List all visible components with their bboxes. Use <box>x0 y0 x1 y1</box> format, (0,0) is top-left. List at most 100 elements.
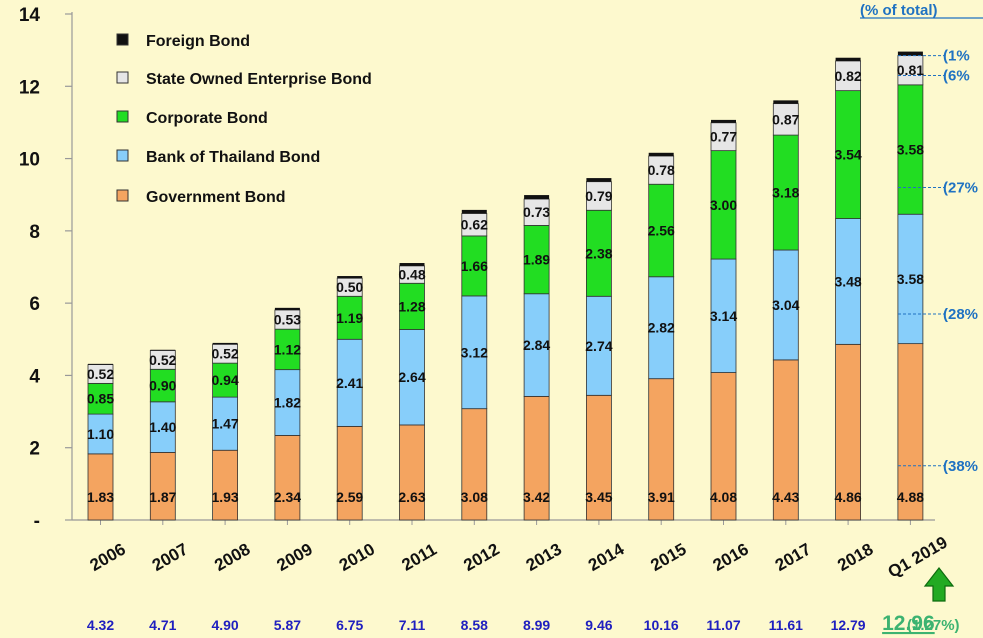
x-tick-label: 2017 <box>772 540 814 575</box>
bar-segment-corporate-bond <box>336 295 363 340</box>
total-value: 8.58 <box>461 617 488 633</box>
bar-segment-bank-of-thailand-bond <box>336 338 363 427</box>
bar-value-label: 2.34 <box>274 489 301 505</box>
bar-segment-bank-of-thailand-bond <box>274 369 301 436</box>
legend-label: Corporate Bond <box>146 110 268 127</box>
bar-segment-government-bond <box>523 395 550 521</box>
bar-segment-corporate-bond <box>399 282 425 330</box>
x-tick-label: 2007 <box>149 540 191 575</box>
total-value: 4.71 <box>149 617 176 633</box>
bar-value-label: 4.43 <box>772 489 799 505</box>
bar-value-label: 3.48 <box>834 273 861 289</box>
bar-value-label: 2.38 <box>585 245 612 261</box>
bar-value-label: 0.94 <box>211 372 238 388</box>
bar-value-label: 1.83 <box>87 489 114 505</box>
share-label: (27% <box>943 179 978 196</box>
bar-value-label: 0.82 <box>834 68 861 84</box>
total-value: 8.99 <box>523 617 550 633</box>
bar-value-label: 0.52 <box>211 346 238 362</box>
bar-value-label: 3.58 <box>897 142 924 158</box>
bar-value-label: 0.79 <box>585 188 612 204</box>
bar-segment-bank-of-thailand-bond <box>897 213 924 345</box>
bar-segment-foreign-bond <box>773 100 799 104</box>
bar-segment-government-bond <box>835 343 861 521</box>
bar-segment-bank-of-thailand-bond <box>772 249 799 361</box>
x-tick-label: 2010 <box>336 540 378 575</box>
total-value: 4.32 <box>87 617 114 633</box>
x-tick-label: 2013 <box>523 540 565 575</box>
bar-value-label: 3.42 <box>523 489 550 505</box>
latest-total: 12.96 <box>882 612 935 635</box>
bar-value-label: 0.81 <box>897 62 924 78</box>
bar-segment-foreign-bond <box>337 276 363 279</box>
y-tick-label: 10 <box>19 150 40 171</box>
share-header: (% of total) <box>860 2 937 19</box>
total-value: 6.75 <box>336 617 363 633</box>
bar-value-label: 0.50 <box>336 279 363 295</box>
bar-segment-government-bond <box>648 378 675 521</box>
bar-value-label: 3.00 <box>710 197 737 213</box>
bar-segment-foreign-bond <box>461 209 487 214</box>
x-tick-label: 2016 <box>710 540 752 575</box>
x-tick-label: 2008 <box>211 540 253 575</box>
bar-segment-bank-of-thailand-bond <box>648 276 675 380</box>
bar-segment-bank-of-thailand-bond <box>523 293 550 397</box>
y-tick-label: 8 <box>29 222 40 243</box>
total-value: 5.87 <box>274 617 301 633</box>
bar-segment-foreign-bond <box>524 195 550 200</box>
bar-value-label: 2.84 <box>523 337 550 353</box>
bar-value-label: 0.52 <box>87 366 114 382</box>
bar-value-label: 0.85 <box>87 391 114 407</box>
bar-segment-foreign-bond <box>897 51 923 56</box>
bar-value-label: 4.08 <box>710 489 737 505</box>
total-value: 7.11 <box>399 617 426 633</box>
growth-label: (1.27%) <box>907 617 960 634</box>
up-arrow-icon <box>923 567 955 602</box>
bar-segment-corporate-bond <box>835 90 861 219</box>
bar-value-label: 3.54 <box>834 147 861 163</box>
x-tick-label: 2009 <box>274 540 316 575</box>
y-tick-label: 12 <box>19 77 40 98</box>
bar-segment-corporate-bond <box>897 84 924 215</box>
bar-segment-corporate-bond <box>586 209 612 297</box>
bar-segment-corporate-bond <box>772 134 799 251</box>
bar-value-label: 0.78 <box>648 162 675 178</box>
total-value: 11.07 <box>706 617 740 633</box>
bar-value-label: 2.63 <box>398 489 425 505</box>
legend-label: Bank of Thailand Bond <box>146 149 320 166</box>
bar-value-label: 0.73 <box>523 204 550 220</box>
share-label: (1% <box>943 48 970 65</box>
legend: Foreign Bond State Owned Enterprise Bond C… <box>116 33 372 206</box>
y-tick-label: - <box>34 511 40 532</box>
bar-value-label: 1.19 <box>336 310 363 326</box>
bar-value-label: 1.87 <box>149 489 176 505</box>
bar-value-label: 3.91 <box>648 489 675 505</box>
bar-segment-bank-of-thailand-bond <box>399 329 425 426</box>
bar-segment-corporate-bond <box>710 150 737 260</box>
x-tick-label: 2011 <box>399 540 440 575</box>
bar-segment-state-owned-enterprise-bond <box>772 103 799 136</box>
bar-value-label: 0.48 <box>398 267 425 283</box>
bar-value-label: 4.88 <box>897 489 924 505</box>
bar-value-label: 1.10 <box>87 426 114 442</box>
bar-segment-foreign-bond <box>399 263 425 266</box>
bar-segment-foreign-bond <box>212 342 238 345</box>
bar-segment-state-owned-enterprise-bond <box>897 55 924 86</box>
bar-segment-government-bond <box>336 425 363 521</box>
bar-segment-government-bond <box>274 435 301 521</box>
total-value: 9.46 <box>585 617 612 633</box>
total-value: 10.16 <box>644 617 679 633</box>
bar-value-label: 1.93 <box>211 489 238 505</box>
bar-value-label: 2.82 <box>648 320 675 336</box>
legend-swatch <box>116 71 129 84</box>
bar-segment-government-bond <box>710 372 737 521</box>
bar-segment-state-owned-enterprise-bond <box>835 60 861 92</box>
x-tick-label: 2015 <box>647 540 689 575</box>
x-tick-label: 2006 <box>87 540 129 575</box>
legend-label: State Owned Enterprise Bond <box>146 71 372 88</box>
bar-segment-foreign-bond <box>274 307 300 311</box>
x-tick-label: 2012 <box>460 540 502 575</box>
bar-value-label: 3.12 <box>461 344 488 360</box>
bar-segment-state-owned-enterprise-bond <box>710 122 737 152</box>
